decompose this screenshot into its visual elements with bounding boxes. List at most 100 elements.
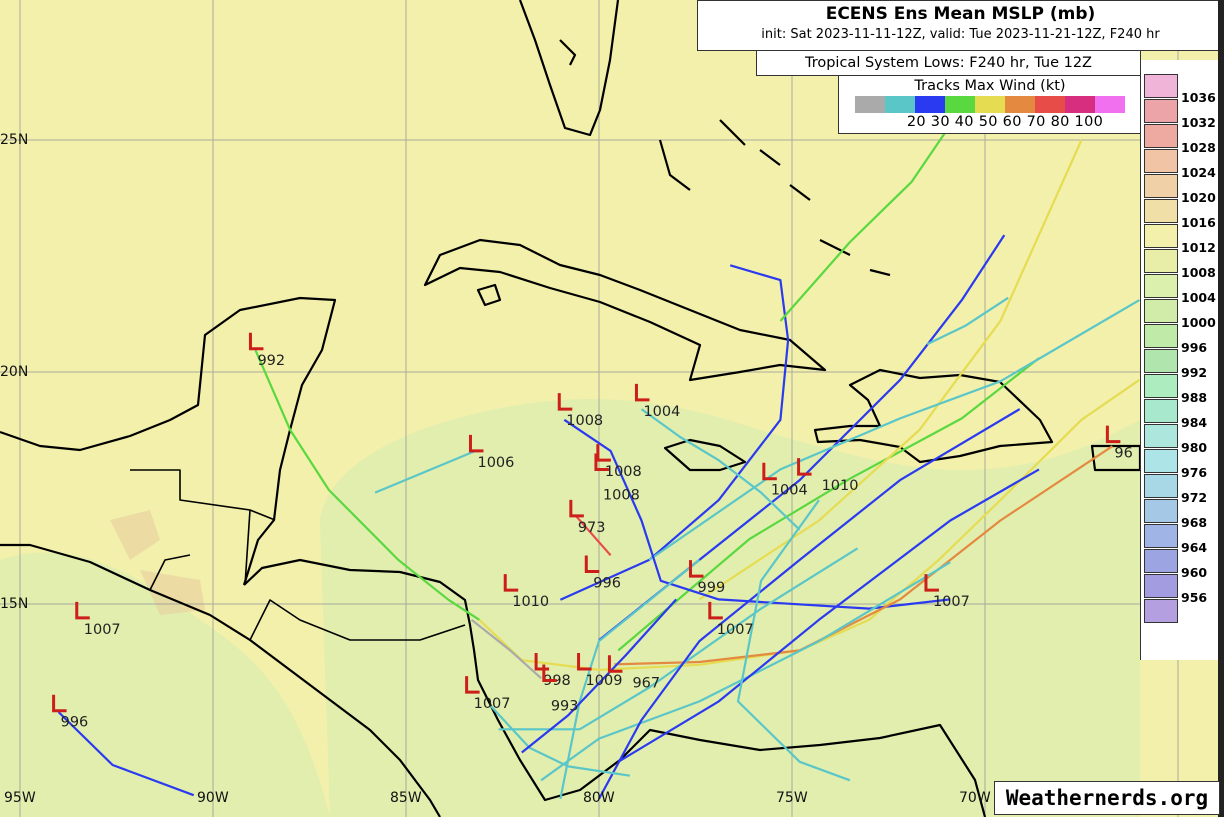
storm-track [736,499,851,782]
colorbar-box [1144,424,1178,448]
legend-swatch [915,96,945,113]
colorbar-label: 996 [1181,340,1208,355]
storm-track [470,618,542,680]
legend-swatch [975,96,1005,113]
low-marker-icon [689,560,704,578]
low-pressure-label: 1008 [605,464,642,480]
colorbar-box [1144,199,1178,223]
lows-caption-box: Tropical System Lows: F240 hr, Tue 12Z [756,50,1141,76]
colorbar-box [1144,549,1178,573]
storm-track [478,378,1141,672]
storm-track [617,468,1040,763]
colorbar-box [1144,324,1178,348]
storm-track [254,349,480,621]
low-marker-icon [797,458,812,476]
lat-label: 25N [0,132,29,148]
storm-track [521,598,678,754]
low-pressure-label: 993 [551,699,579,715]
storm-track [490,705,631,777]
colorbar-label: 956 [1181,590,1208,605]
mslp-contour-1016-land [110,510,205,615]
low-marker-icon [1105,425,1121,444]
lat-label: 20N [0,364,29,380]
lon-label: 90W [197,790,229,806]
colorbar-label: 1012 [1181,240,1216,255]
colorbar-label: 1020 [1181,190,1216,205]
low-marker-icon [634,383,650,402]
colorbar-label: 1032 [1181,115,1216,130]
colorbar-box [1144,499,1178,523]
low-marker-icon [596,444,611,462]
low-pressure-label: 1007 [84,622,121,638]
low-pressure-label: 967 [632,675,660,691]
colorbar-box [1144,149,1178,173]
low-pressure-label: 996 [593,576,621,592]
low-markers: 992 1008 1004 1006 1008 1008 1004 1010 973 996 999… [52,332,1133,731]
low-pressure-label: 96 [1114,446,1132,462]
coast-bahamas [559,39,891,277]
low-marker-icon [542,664,557,683]
storm-track [617,357,1040,652]
low-pressure-label: 992 [257,353,285,369]
colorbar-label: 1024 [1181,165,1216,180]
coastlines [0,0,1142,817]
storm-track [640,408,801,531]
storm-track [926,296,1009,346]
colorbar-label: 1004 [1181,290,1216,305]
storm-track [698,139,1083,601]
coast-caribbean-central-america [243,558,987,817]
low-marker-icon [468,434,484,453]
coast-gulf-yucatan [0,296,337,586]
map-subtitle: init: Sat 2023-11-11-12Z, valid: Tue 202… [761,27,1160,42]
track-wind-legend: Tracks Max Wind (kt) 20 30 40 50 60 70 8… [838,75,1142,134]
colorbar-box [1144,124,1178,148]
legend-swatch [855,96,885,113]
storm-track [574,515,612,557]
colorbar-label: 964 [1181,540,1208,555]
storm-track [57,711,195,797]
colorbar-label: 976 [1181,465,1208,480]
title-box: ECENS Ens Mean MSLP (mb) init: Sat 2023-… [697,0,1224,51]
low-pressure-label: 1010 [822,478,859,494]
mslp-colorbar: 1036 1032 1028 1024 1020 1016 1012 1008 1004 1000… [1140,60,1224,660]
lon-label: 75W [776,790,808,806]
low-marker-icon [607,655,623,673]
storm-track [563,418,951,610]
low-marker-icon [503,574,519,592]
storm-track [648,299,1140,561]
legend-swatch [1005,96,1035,113]
colorbar-box [1144,174,1178,198]
low-pressure-label: 1004 [643,404,680,420]
lon-label: 80W [583,790,615,806]
colorbar-label: 988 [1181,390,1208,405]
low-pressure-label: 1006 [477,455,514,471]
lat-label: 15N [0,596,29,612]
colorbar-box [1144,474,1178,498]
low-pressure-label: 1008 [603,487,640,503]
legend-swatch [945,96,975,113]
low-pressure-label: 1007 [717,622,754,638]
lon-label: 85W [390,790,422,806]
low-marker-icon [557,393,573,411]
colorbar-label: 1028 [1181,140,1216,155]
colorbar-label: 1008 [1181,265,1216,280]
colorbar-box [1144,374,1178,398]
low-marker-icon [708,601,723,620]
low-pressure-label: 973 [578,520,606,536]
colorbar-box [1144,99,1178,123]
low-pressure-label: 996 [61,715,89,731]
colorbar-box [1144,274,1178,298]
colorbar-box [1144,299,1178,323]
weathernerds-logo[interactable]: Weathernerds.org [994,781,1220,815]
colorbar-box [1144,574,1178,598]
mslp-contour-1008 [320,399,1140,817]
low-marker-icon [594,453,609,471]
low-marker-icon [762,462,777,481]
border-lines [130,469,466,641]
low-pressure-label: 1008 [566,413,603,429]
low-pressure-label: 1009 [586,673,623,689]
low-pressure-label: 998 [543,673,571,689]
colorbar-label: 968 [1181,515,1208,530]
legend-swatch [885,96,915,113]
